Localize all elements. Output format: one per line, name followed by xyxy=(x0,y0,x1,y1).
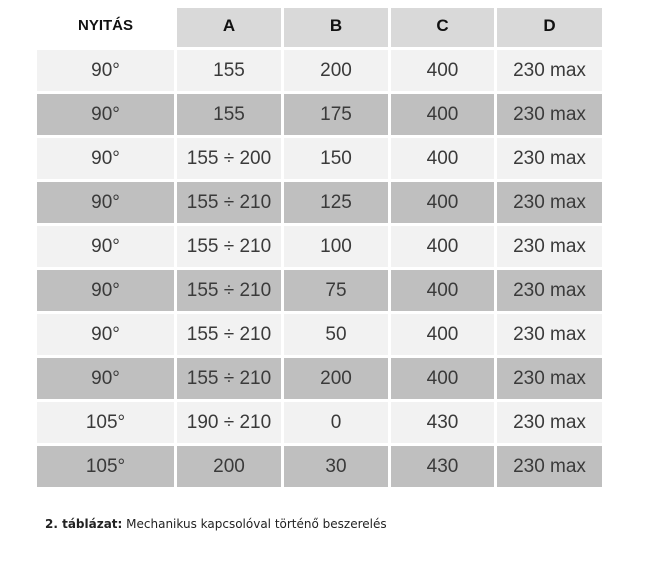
cell-c: 430 xyxy=(391,402,497,446)
table-row: 105° 200 30 430 230 max xyxy=(37,446,602,490)
cell-nyitas: 90° xyxy=(37,94,177,138)
cell-b: 30 xyxy=(284,446,391,490)
table-row: 90° 155 ÷ 210 100 400 230 max xyxy=(37,226,602,270)
table-row: 90° 155 ÷ 210 200 400 230 max xyxy=(37,358,602,402)
cell-c: 400 xyxy=(391,182,497,226)
header-a: A xyxy=(177,8,284,50)
cell-a: 155 ÷ 210 xyxy=(177,358,284,402)
cell-a: 155 ÷ 210 xyxy=(177,270,284,314)
cell-a: 155 ÷ 200 xyxy=(177,138,284,182)
cell-c: 400 xyxy=(391,314,497,358)
header-b: B xyxy=(284,8,391,50)
caption-text: Mechanikus kapcsolóval történő beszerelé… xyxy=(122,517,387,531)
cell-nyitas: 105° xyxy=(37,402,177,446)
header-d: D xyxy=(497,8,602,50)
table-row: 90° 155 175 400 230 max xyxy=(37,94,602,138)
cell-d: 230 max xyxy=(497,94,602,138)
cell-nyitas: 90° xyxy=(37,182,177,226)
cell-d: 230 max xyxy=(497,314,602,358)
header-c: C xyxy=(391,8,497,50)
cell-d: 230 max xyxy=(497,402,602,446)
cell-a: 155 xyxy=(177,94,284,138)
table-row: 90° 155 ÷ 200 150 400 230 max xyxy=(37,138,602,182)
cell-b: 75 xyxy=(284,270,391,314)
cell-nyitas: 90° xyxy=(37,50,177,94)
cell-nyitas: 90° xyxy=(37,270,177,314)
cell-c: 400 xyxy=(391,270,497,314)
cell-b: 0 xyxy=(284,402,391,446)
table-row: 90° 155 ÷ 210 50 400 230 max xyxy=(37,314,602,358)
cell-a: 200 xyxy=(177,446,284,490)
cell-nyitas: 90° xyxy=(37,314,177,358)
cell-c: 430 xyxy=(391,446,497,490)
cell-nyitas: 90° xyxy=(37,226,177,270)
cell-d: 230 max xyxy=(497,446,602,490)
cell-d: 230 max xyxy=(497,226,602,270)
cell-b: 175 xyxy=(284,94,391,138)
cell-a: 155 ÷ 210 xyxy=(177,314,284,358)
cell-b: 150 xyxy=(284,138,391,182)
data-table: NYITÁS A B C D 90° 155 200 400 230 max 9… xyxy=(37,8,602,490)
cell-b: 50 xyxy=(284,314,391,358)
header-nyitas: NYITÁS xyxy=(37,8,177,50)
cell-c: 400 xyxy=(391,138,497,182)
cell-b: 125 xyxy=(284,182,391,226)
table-caption: 2. táblázat: Mechanikus kapcsolóval tört… xyxy=(45,517,387,531)
cell-a: 190 ÷ 210 xyxy=(177,402,284,446)
cell-c: 400 xyxy=(391,94,497,138)
cell-nyitas: 105° xyxy=(37,446,177,490)
table-row: 105° 190 ÷ 210 0 430 230 max xyxy=(37,402,602,446)
cell-c: 400 xyxy=(391,226,497,270)
caption-label: 2. táblázat: xyxy=(45,517,123,531)
table-row: 90° 155 ÷ 210 125 400 230 max xyxy=(37,182,602,226)
cell-d: 230 max xyxy=(497,270,602,314)
table-header-row: NYITÁS A B C D xyxy=(37,8,602,50)
cell-nyitas: 90° xyxy=(37,138,177,182)
cell-a: 155 xyxy=(177,50,284,94)
cell-d: 230 max xyxy=(497,50,602,94)
cell-nyitas: 90° xyxy=(37,358,177,402)
cell-d: 230 max xyxy=(497,182,602,226)
cell-b: 200 xyxy=(284,50,391,94)
table-row: 90° 155 200 400 230 max xyxy=(37,50,602,94)
cell-a: 155 ÷ 210 xyxy=(177,182,284,226)
cell-d: 230 max xyxy=(497,358,602,402)
cell-c: 400 xyxy=(391,50,497,94)
cell-a: 155 ÷ 210 xyxy=(177,226,284,270)
cell-d: 230 max xyxy=(497,138,602,182)
table-row: 90° 155 ÷ 210 75 400 230 max xyxy=(37,270,602,314)
cell-b: 100 xyxy=(284,226,391,270)
cell-c: 400 xyxy=(391,358,497,402)
cell-b: 200 xyxy=(284,358,391,402)
